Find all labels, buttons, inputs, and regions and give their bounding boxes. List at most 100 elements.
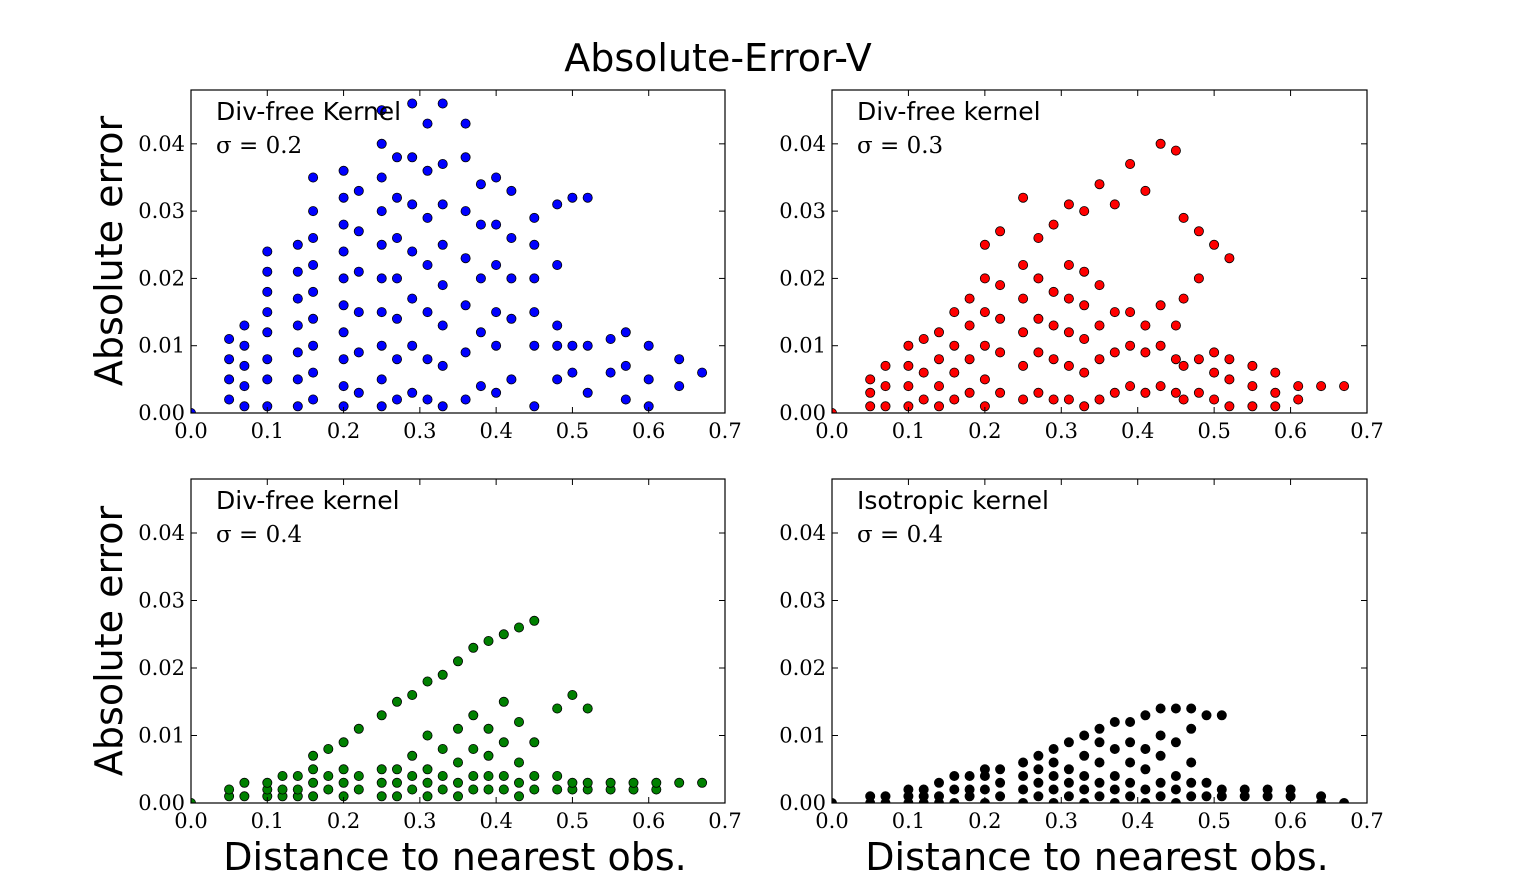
x-tick-label: 0.0	[174, 419, 207, 443]
data-point	[934, 381, 945, 392]
x-tick-label: 0.0	[815, 419, 848, 443]
data-point	[1109, 307, 1120, 318]
data-point	[1140, 387, 1151, 398]
data-point	[239, 777, 250, 788]
data-point	[529, 307, 540, 318]
data-point	[1079, 784, 1090, 795]
data-point	[437, 98, 448, 109]
data-point	[1201, 777, 1212, 788]
data-point	[460, 394, 471, 405]
scatter-panel-bottom-left: 0.0 0.1 0.2 0.3 0.4 0.5 0.6 0.7 0.00 0.01 0.02 0.03…	[138, 478, 742, 833]
y-tick-label: 0.00	[779, 401, 826, 425]
data-point	[498, 771, 509, 782]
data-point	[620, 394, 631, 405]
data-point	[338, 777, 349, 788]
data-point	[643, 374, 654, 385]
data-point	[1178, 360, 1189, 371]
data-point	[475, 381, 486, 392]
data-point	[865, 387, 876, 398]
data-point	[1224, 253, 1235, 264]
data-point	[582, 703, 593, 714]
data-point	[1094, 777, 1105, 788]
data-point	[1109, 347, 1120, 358]
data-point	[1094, 757, 1105, 768]
data-point	[437, 320, 448, 331]
data-point	[407, 199, 418, 210]
data-point	[949, 307, 960, 318]
data-point	[1048, 354, 1059, 365]
x-tick-label: 0.1	[251, 809, 284, 833]
data-point	[1224, 401, 1235, 412]
data-point	[1193, 226, 1204, 237]
data-point	[308, 286, 319, 297]
data-point	[391, 764, 402, 775]
data-point	[224, 394, 235, 405]
data-point	[353, 387, 364, 398]
data-point	[1170, 798, 1181, 803]
scatter-panel-top-left: 0.0 0.1 0.2 0.3 0.4 0.5 0.6 0.7 0.00 0.01 0.02 0.03…	[138, 89, 742, 443]
data-point	[262, 374, 273, 385]
data-point	[880, 791, 891, 802]
x-tick-label: 0.1	[251, 419, 284, 443]
data-point	[491, 172, 502, 183]
data-point	[964, 293, 975, 304]
data-point	[376, 401, 387, 412]
data-point	[422, 777, 433, 788]
data-point	[483, 784, 494, 795]
data-point	[865, 401, 876, 412]
data-point	[292, 293, 303, 304]
data-point	[1109, 744, 1120, 755]
data-point	[1018, 259, 1029, 270]
data-point	[498, 737, 509, 748]
data-point	[1247, 401, 1258, 412]
data-point	[452, 656, 463, 667]
data-point	[422, 307, 433, 318]
data-point	[308, 764, 319, 775]
data-point	[323, 744, 334, 755]
data-point	[422, 118, 433, 129]
y-tick-label: 0.03	[138, 589, 185, 613]
data-point	[262, 777, 273, 788]
data-point	[1125, 158, 1136, 169]
data-point	[1063, 777, 1074, 788]
data-point	[949, 771, 960, 782]
data-point	[308, 750, 319, 761]
data-point	[1033, 750, 1044, 761]
data-point	[498, 629, 509, 640]
data-point	[582, 340, 593, 351]
data-point	[376, 273, 387, 284]
data-point	[964, 320, 975, 331]
data-point	[452, 777, 463, 788]
data-point	[995, 777, 1006, 788]
data-point	[1170, 145, 1181, 156]
data-point	[224, 354, 235, 365]
y-tick-label: 0.01	[779, 334, 826, 358]
data-point	[1079, 206, 1090, 217]
data-point	[529, 615, 540, 626]
data-point	[452, 757, 463, 768]
data-point	[376, 791, 387, 802]
data-point	[1155, 730, 1166, 741]
data-point	[376, 307, 387, 318]
data-point	[407, 784, 418, 795]
data-point	[191, 798, 196, 803]
data-point	[1079, 333, 1090, 344]
data-point	[1155, 381, 1166, 392]
data-point	[1033, 764, 1044, 775]
data-point	[1186, 791, 1197, 802]
data-point	[262, 354, 273, 365]
data-point	[491, 387, 502, 398]
x-tick-label: 0.5	[556, 419, 589, 443]
data-point	[437, 239, 448, 250]
data-point	[1094, 394, 1105, 405]
data-point	[491, 259, 502, 270]
axes-frame	[831, 478, 1368, 804]
data-point	[1109, 798, 1120, 803]
data-point	[1178, 293, 1189, 304]
data-point	[338, 737, 349, 748]
data-point	[460, 300, 471, 311]
data-point	[918, 394, 929, 405]
data-point	[1209, 367, 1220, 378]
data-point	[498, 696, 509, 707]
data-point	[460, 118, 471, 129]
